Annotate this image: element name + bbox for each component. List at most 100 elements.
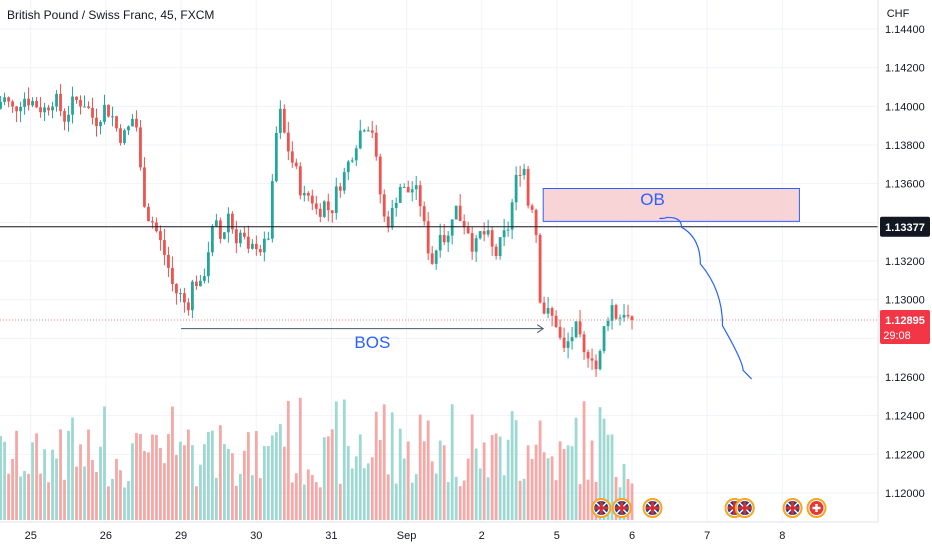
- projection-curve[interactable]: [659, 216, 753, 380]
- volume-bar: [506, 439, 510, 520]
- candle: [99, 120, 102, 135]
- candle-body: [290, 151, 294, 163]
- candle-body: [382, 194, 386, 217]
- volume-bar: [143, 450, 146, 520]
- y-tick-label: 1.13800: [885, 140, 925, 152]
- candle: [214, 213, 218, 228]
- volume-bar: [606, 434, 610, 520]
- uk-flag-icon[interactable]: [591, 498, 612, 518]
- volume-bar: [550, 456, 554, 520]
- volume-bar: [330, 429, 334, 520]
- candle-body: [622, 314, 626, 318]
- candle: [318, 203, 322, 223]
- candle-body: [506, 229, 510, 231]
- uk-flag-icon[interactable]: [642, 498, 663, 518]
- time-axis[interactable]: 25 26 29 30 31 Sep 2 5 6 7 8: [0, 521, 878, 542]
- volume-bar: [314, 482, 318, 520]
- volume-bar: [346, 446, 350, 520]
- candle-body: [262, 238, 266, 253]
- volume-bar: [430, 461, 434, 520]
- volume-bar: [222, 444, 226, 520]
- volume-bar: [147, 452, 150, 520]
- volume-bar: [418, 414, 422, 520]
- candle-body: [286, 132, 290, 152]
- volume-bar: [486, 477, 490, 520]
- candle: [534, 208, 538, 243]
- candle-body: [51, 106, 54, 111]
- volume-bar: [151, 434, 154, 520]
- candle-body: [282, 108, 286, 133]
- candle-body: [442, 235, 446, 243]
- candle: [398, 183, 402, 203]
- x-tick-label: 29: [175, 530, 187, 542]
- volume-bar: [398, 428, 402, 520]
- y-tick-label: 1.14000: [885, 101, 925, 113]
- volume-bar: [258, 478, 262, 520]
- candle-body: [254, 243, 258, 250]
- candle: [286, 121, 290, 161]
- volume-bar: [582, 401, 586, 520]
- volume-bar: [286, 400, 290, 520]
- volume-bar: [199, 464, 202, 520]
- candle-body: [302, 192, 306, 196]
- candle: [514, 166, 518, 211]
- x-tick-label: 8: [779, 530, 785, 542]
- candle-body: [354, 148, 358, 161]
- candle: [494, 243, 498, 260]
- last-price-label: 1.12895: [885, 315, 925, 327]
- swiss-flag-icon[interactable]: [806, 498, 827, 518]
- candle-body: [474, 238, 478, 252]
- volume-bar: [27, 473, 30, 520]
- candle: [418, 180, 422, 217]
- candle: [7, 96, 10, 108]
- candle-body: [618, 317, 622, 319]
- candle: [530, 203, 534, 214]
- candle-body: [626, 314, 630, 317]
- volume-bar: [458, 486, 462, 520]
- candle-body: [79, 99, 82, 107]
- x-tick-label: 25: [25, 530, 37, 542]
- candle: [466, 221, 470, 235]
- candle-body: [538, 235, 542, 303]
- candle: [406, 180, 410, 193]
- candle: [558, 319, 562, 340]
- uk-flag-icon[interactable]: [734, 498, 755, 518]
- candle-body: [558, 327, 562, 338]
- candle-body: [326, 201, 330, 211]
- volume-bar: [334, 401, 338, 520]
- candle-body: [183, 293, 186, 303]
- volume-bar: [530, 458, 534, 520]
- candle-body: [606, 320, 610, 327]
- candle: [43, 102, 46, 122]
- candle-body: [598, 351, 602, 370]
- candle: [254, 235, 258, 256]
- candle-body: [482, 231, 486, 235]
- candle-body: [39, 107, 42, 113]
- candle: [386, 210, 390, 233]
- ob-zone[interactable]: [542, 188, 800, 222]
- volume-bar: [462, 480, 466, 520]
- candle-body: [426, 221, 430, 254]
- volume-bar: [574, 417, 578, 520]
- candle-body: [246, 236, 250, 249]
- x-tick-label: Sep: [397, 530, 417, 542]
- uk-flag-icon[interactable]: [611, 498, 632, 518]
- candle-body: [234, 229, 238, 244]
- candle: [187, 298, 190, 316]
- candle: [610, 299, 614, 330]
- candle-body: [566, 341, 570, 348]
- candle-body: [278, 108, 282, 133]
- volume-bar: [414, 474, 418, 520]
- candle-body: [406, 186, 410, 193]
- candle: [382, 189, 386, 222]
- candle-body: [191, 281, 194, 311]
- candle-body: [458, 205, 462, 222]
- y-tick-label: 1.13200: [885, 256, 925, 268]
- price-axis[interactable]: CHF 1.14400 1.14200 1.14000 1.13800 1.13600 1.…: [877, 0, 930, 522]
- uk-flag-icon[interactable]: [782, 498, 803, 518]
- candle: [458, 194, 462, 222]
- candle-body: [438, 235, 442, 251]
- candle: [55, 90, 58, 112]
- candle: [0, 96, 2, 110]
